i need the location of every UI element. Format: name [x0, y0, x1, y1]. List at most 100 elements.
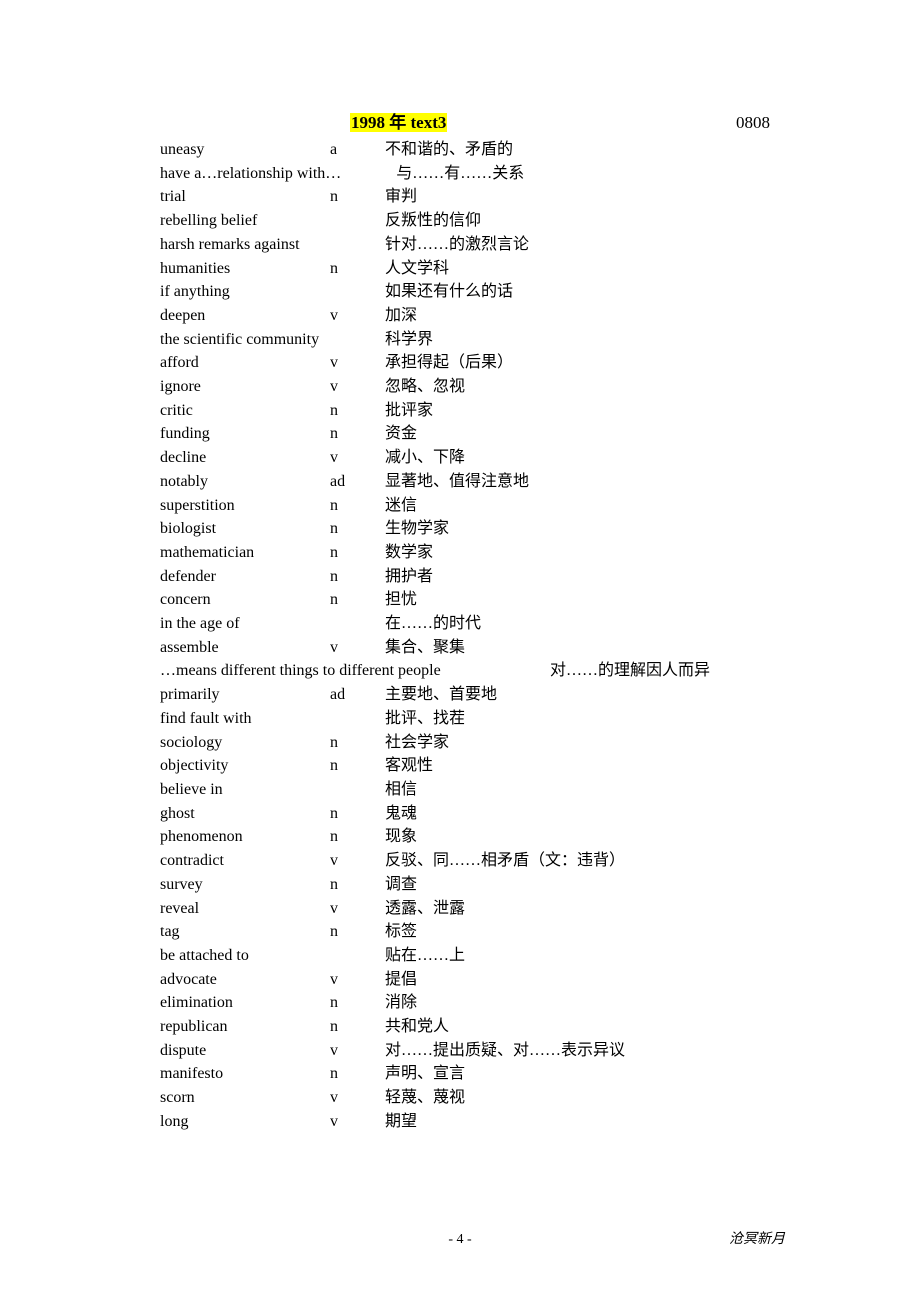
vocab-row: tagn标签 — [160, 920, 770, 944]
vocab-word: elimination — [160, 991, 330, 1015]
vocab-row: have a…relationship with… 与……有……关系 — [160, 162, 770, 186]
vocab-pos: n — [330, 873, 385, 897]
vocab-row: primarilyad主要地、首要地 — [160, 683, 770, 707]
vocab-definition: 对……的理解因人而异 — [550, 659, 770, 683]
vocab-definition: 如果还有什么的话 — [385, 280, 770, 304]
vocab-definition: 批评家 — [385, 399, 770, 423]
vocab-row: concernn担忧 — [160, 588, 770, 612]
vocab-definition: 忽略、忽视 — [385, 375, 770, 399]
vocab-pos: n — [330, 754, 385, 778]
vocab-pos: ad — [330, 683, 385, 707]
page-footer-signature: 沧冥新月 — [729, 1229, 785, 1250]
vocab-definition: 反驳、同……相矛盾（文：违背） — [385, 849, 770, 873]
vocab-word: concern — [160, 588, 330, 612]
vocab-definition: 消除 — [385, 991, 770, 1015]
vocab-row: deepenv加深 — [160, 304, 770, 328]
vocab-row: humanitiesn人文学科 — [160, 257, 770, 281]
vocab-row: affordv承担得起（后果） — [160, 351, 770, 375]
vocab-row: scornv轻蔑、蔑视 — [160, 1086, 770, 1110]
vocab-definition: 加深 — [385, 304, 770, 328]
vocab-word: the scientific community — [160, 328, 330, 352]
vocab-definition: 对……提出质疑、对……表示异议 — [385, 1039, 770, 1063]
vocab-row: criticn批评家 — [160, 399, 770, 423]
vocab-pos: v — [330, 375, 385, 399]
vocab-pos: n — [330, 1015, 385, 1039]
vocab-word: sociology — [160, 731, 330, 755]
vocab-row: phenomenonn现象 — [160, 825, 770, 849]
vocab-word: deepen — [160, 304, 330, 328]
vocab-word: believe in — [160, 778, 330, 802]
vocab-pos: n — [330, 991, 385, 1015]
vocab-definition: 与……有……关系 — [396, 162, 770, 186]
vocab-word: manifesto — [160, 1062, 330, 1086]
vocab-word: be attached to — [160, 944, 330, 968]
vocab-word: have a…relationship with… — [160, 162, 341, 186]
vocab-row: advocatev提倡 — [160, 968, 770, 992]
vocab-row: notablyad显著地、值得注意地 — [160, 470, 770, 494]
vocab-list: uneasya不和谐的、矛盾的have a…relationship with…… — [160, 138, 770, 1134]
vocab-definition: 客观性 — [385, 754, 770, 778]
vocab-definition: 担忧 — [385, 588, 770, 612]
vocab-row: trialn审判 — [160, 185, 770, 209]
page-title: 1998 年 text3 — [350, 113, 447, 132]
vocab-definition: 声明、宣言 — [385, 1062, 770, 1086]
vocab-pos — [330, 328, 385, 352]
vocab-word: afford — [160, 351, 330, 375]
vocab-row: harsh remarks against 针对……的激烈言论 — [160, 233, 770, 257]
vocab-definition: 现象 — [385, 825, 770, 849]
vocab-definition: 承担得起（后果） — [385, 351, 770, 375]
vocab-definition: 轻蔑、蔑视 — [385, 1086, 770, 1110]
vocab-word: critic — [160, 399, 330, 423]
vocab-word: notably — [160, 470, 330, 494]
vocab-pos: n — [330, 920, 385, 944]
vocab-pos: n — [330, 541, 385, 565]
vocab-pos: n — [330, 494, 385, 518]
vocab-pos — [330, 612, 385, 636]
vocab-row: defendern拥护者 — [160, 565, 770, 589]
vocab-pos: a — [330, 138, 385, 162]
vocab-definition: 不和谐的、矛盾的 — [385, 138, 770, 162]
vocab-definition: 标签 — [385, 920, 770, 944]
vocab-pos: n — [330, 802, 385, 826]
vocab-definition: 显著地、值得注意地 — [385, 470, 770, 494]
vocab-word: uneasy — [160, 138, 330, 162]
vocab-word: advocate — [160, 968, 330, 992]
vocab-word: funding — [160, 422, 330, 446]
vocab-row: surveyn调查 — [160, 873, 770, 897]
vocab-definition: 主要地、首要地 — [385, 683, 770, 707]
vocab-pos: v — [330, 849, 385, 873]
vocab-row: declinev减小、下降 — [160, 446, 770, 470]
vocab-row: eliminationn消除 — [160, 991, 770, 1015]
vocab-word: find fault with — [160, 707, 330, 731]
vocab-pos: v — [330, 897, 385, 921]
vocab-pos: n — [330, 257, 385, 281]
vocab-row: …means different things to different peo… — [160, 659, 770, 683]
vocab-row: republicann共和党人 — [160, 1015, 770, 1039]
vocab-pos — [330, 233, 385, 257]
vocab-word: harsh remarks against — [160, 233, 330, 257]
vocab-definition: 减小、下降 — [385, 446, 770, 470]
vocab-pos — [330, 778, 385, 802]
vocab-word: ghost — [160, 802, 330, 826]
vocab-word: survey — [160, 873, 330, 897]
vocab-definition: 集合、聚集 — [385, 636, 770, 660]
vocab-word: mathematician — [160, 541, 330, 565]
vocab-pos: n — [330, 825, 385, 849]
vocab-pos: v — [330, 446, 385, 470]
vocab-definition: 资金 — [385, 422, 770, 446]
vocab-pos — [330, 280, 385, 304]
vocab-row: superstitionn迷信 — [160, 494, 770, 518]
vocab-definition: 针对……的激烈言论 — [385, 233, 770, 257]
vocab-row: disputev对……提出质疑、对……表示异议 — [160, 1039, 770, 1063]
vocab-word: phenomenon — [160, 825, 330, 849]
vocab-word: primarily — [160, 683, 330, 707]
vocab-pos: ad — [330, 470, 385, 494]
vocab-row: objectivityn客观性 — [160, 754, 770, 778]
vocab-pos: v — [330, 304, 385, 328]
vocab-pos — [330, 209, 385, 233]
vocab-definition: 反叛性的信仰 — [385, 209, 770, 233]
vocab-word: scorn — [160, 1086, 330, 1110]
vocab-pos — [330, 944, 385, 968]
vocab-definition: 人文学科 — [385, 257, 770, 281]
vocab-word: reveal — [160, 897, 330, 921]
